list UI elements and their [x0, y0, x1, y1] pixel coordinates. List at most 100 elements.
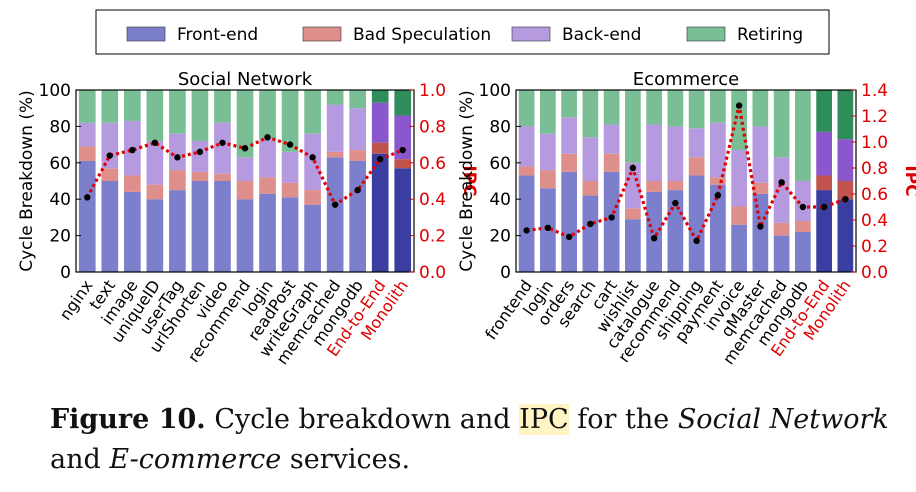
left-axis-label: Cycle Breakdown (%)	[457, 90, 477, 272]
bar-usertag-front-end	[169, 190, 186, 272]
left-tick-label: 0	[500, 263, 511, 283]
bar-frontend-bad-speculation	[518, 166, 535, 176]
bar-end-to-end-retiring	[371, 90, 389, 103]
bar-memcached-retiring	[773, 90, 790, 158]
left-tick-label: 40	[489, 190, 511, 210]
ecommerce-chart: 0 20 40 60 80 100 0.0 0.2 0.4 0.6 0.8 1.0 1.2 1.4 Cycl…	[457, 69, 916, 368]
right-tick-label: 0.4	[419, 190, 446, 210]
bar-urlshorten-retiring	[191, 90, 209, 141]
bar-invoice-back-end	[731, 150, 747, 207]
right-axis-label: IPC	[459, 165, 479, 196]
bar-uniqueid-back-end	[146, 140, 164, 185]
ipc-point-frontend	[523, 227, 530, 234]
ipc-point-invoice	[735, 102, 743, 109]
bar-image-bad-speculation	[124, 175, 141, 192]
bar-shipping-back-end	[688, 128, 705, 158]
bar-uniqueid-front-end	[146, 199, 164, 272]
bar-readpost-back-end	[281, 151, 299, 183]
bar-memcached-front-end	[773, 235, 790, 272]
right-tick-label: 0.2	[861, 237, 888, 257]
legend-label-front-end: Front-end	[177, 25, 258, 45]
right-tick-label: 1.0	[861, 133, 888, 153]
ipc-line	[526, 105, 846, 245]
ipc-point-nginx	[84, 194, 91, 201]
bar-writegraph-bad-speculation	[304, 190, 321, 205]
left-tick-label: 60	[489, 154, 511, 174]
bar-usertag-back-end	[169, 133, 186, 171]
ipc-point-recommend	[241, 145, 249, 152]
right-tick-label: 0.6	[419, 154, 446, 174]
bar-memcached-bad-speculation	[773, 222, 790, 236]
bar-monolith-back-end	[837, 139, 854, 181]
bar-nginx-bad-speculation	[78, 146, 96, 161]
bar-image-front-end	[124, 191, 141, 272]
ipc-point-orders	[565, 233, 573, 241]
ipc-point-monolith	[842, 196, 849, 203]
bar-monolith-retiring	[394, 90, 412, 116]
bar-recommend-retiring	[667, 90, 684, 127]
bar-catalogue-bad-speculation	[646, 181, 662, 192]
bar-readpost-bad-speculation	[281, 182, 299, 198]
legend-swatch-back-end	[511, 26, 551, 42]
left-tick-label: 80	[489, 117, 511, 137]
ipc-point-end-to-end	[377, 155, 384, 163]
bar-end-to-end-front-end	[816, 190, 832, 272]
bar-catalogue-retiring	[646, 90, 662, 125]
bar-text-back-end	[101, 122, 119, 169]
bar-mongodb-bad-speculation	[349, 150, 366, 161]
bar-search-retiring	[582, 90, 599, 138]
bar-text-front-end	[101, 181, 119, 272]
bar-writegraph-back-end	[304, 133, 321, 191]
bar-image-retiring	[124, 90, 141, 121]
caption-ipc: IPC	[519, 404, 569, 435]
bar-qmaster-retiring	[752, 90, 769, 127]
ipc-line	[85, 135, 404, 207]
ipc-point-video	[219, 139, 226, 146]
chart-title: Social Network	[178, 69, 313, 90]
bar-shipping-front-end	[688, 175, 705, 272]
bar-nginx-retiring	[78, 90, 96, 123]
legend-label-back-end: Back-end	[562, 25, 641, 45]
bar-text-bad-speculation	[101, 168, 119, 181]
bar-end-to-end-back-end	[816, 131, 832, 176]
bar-recommend-bad-speculation	[236, 181, 254, 200]
left-tick-label: 20	[49, 227, 71, 247]
bar-end-to-end-back-end	[371, 102, 389, 143]
legend-swatch-bad-speculation	[302, 26, 342, 42]
bar-uniqueid-retiring	[146, 90, 164, 141]
right-tick-label: 0.6	[861, 185, 888, 205]
legend-swatch-front-end	[126, 26, 166, 42]
bar-mongodb-back-end	[795, 181, 811, 222]
bar-urlshorten-bad-speculation	[191, 171, 209, 181]
bar-login-bad-speculation	[259, 177, 276, 194]
bar-payment-retiring	[710, 90, 726, 123]
left-tick-label: 100	[479, 81, 511, 101]
bar-qmaster-back-end	[752, 126, 769, 183]
bar-cart-back-end	[603, 124, 620, 154]
bar-search-front-end	[582, 195, 599, 272]
bar-frontend-retiring	[518, 90, 535, 127]
bar-memcached-bad-speculation	[326, 151, 344, 158]
ipc-point-uniqueid	[151, 139, 159, 146]
ipc-point-readpost	[286, 141, 294, 148]
bar-login-retiring	[540, 90, 556, 134]
plot-frame	[75, 89, 415, 273]
bar-monolith-back-end	[394, 115, 412, 160]
ipc-point-recommend	[672, 199, 679, 207]
bar-monolith-retiring	[837, 90, 854, 140]
bar-recommend-front-end	[667, 190, 684, 272]
left-tick-label: 60	[49, 154, 71, 174]
bar-recommend-back-end	[236, 157, 254, 181]
bar-usertag-retiring	[169, 90, 186, 134]
bar-login-bad-speculation	[540, 170, 556, 189]
bar-monolith-front-end	[394, 168, 412, 272]
bar-login-back-end	[259, 139, 276, 178]
bar-recommend-retiring	[236, 90, 254, 158]
bar-qmaster-front-end	[752, 193, 769, 272]
bar-video-retiring	[214, 90, 231, 123]
ipc-point-memcached	[778, 179, 785, 186]
left-tick-label: 80	[49, 117, 71, 137]
ipc-point-mongodb	[354, 186, 361, 194]
bar-memcached-retiring	[326, 90, 344, 105]
ipc-point-qmaster	[757, 223, 764, 230]
